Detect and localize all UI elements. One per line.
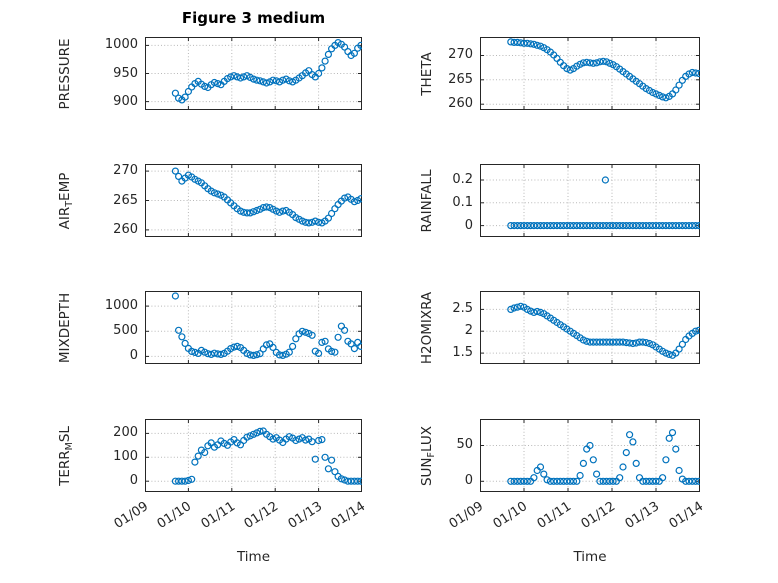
axes-border xyxy=(145,37,362,110)
subplot-terr-msl: 0 100 200 TERRMSL 01/09 01/10 01/11 01/12 01/13 0… xyxy=(57,419,368,532)
ylabel-text: LUX xyxy=(419,425,435,452)
axes-air_temp xyxy=(145,164,362,237)
subplot-air-temp: 260 265 270 AIRTEMP xyxy=(57,163,362,237)
y-tick-label: 265 xyxy=(448,71,473,87)
y-tick-label: 265 xyxy=(113,192,138,208)
subplot-h2omixra: 1.5 2 2.5 H2OMIXRA xyxy=(419,291,700,364)
y-tick-label: 260 xyxy=(448,96,473,112)
y-tick-label: 1.5 xyxy=(452,345,473,361)
ylabel-subscript: M xyxy=(64,441,75,450)
axes-border xyxy=(145,291,362,364)
ylabel-text: THETA xyxy=(419,51,435,96)
ylabel-terr_msl: TERRMSL xyxy=(56,356,75,556)
y-tick-label: 1000 xyxy=(104,298,138,314)
y-tick-label: 0 xyxy=(464,217,473,233)
y-tick-label: 0 xyxy=(464,473,473,489)
axes-border xyxy=(480,37,700,110)
y-tick-label: 270 xyxy=(448,47,473,63)
y-tick-label: 100 xyxy=(113,449,138,465)
axes-border xyxy=(145,164,362,237)
data-markers xyxy=(171,167,362,227)
data-markers xyxy=(507,38,700,102)
ylabel-text: H2OMIXRA xyxy=(419,291,435,364)
data-markers xyxy=(171,292,362,360)
ylabel-subscript: F xyxy=(426,451,437,457)
axes-border xyxy=(480,419,700,492)
y-tick-label: 2.5 xyxy=(452,301,473,317)
data-markers xyxy=(171,38,362,104)
ylabel-text: AIR xyxy=(57,206,73,229)
axes-mixdepth xyxy=(145,291,362,364)
subplot-theta: 260 265 270 THETA xyxy=(419,37,700,111)
axes-h2omixra xyxy=(480,291,700,364)
axes-sun_flux xyxy=(480,419,700,492)
axes-pressure xyxy=(145,37,362,110)
ylabel-text: PRESSURE xyxy=(57,38,73,109)
figure-title: Figure 3 medium xyxy=(181,9,326,27)
ylabel-sun_flux: SUNFLUX xyxy=(418,356,437,556)
data-markers xyxy=(171,427,362,485)
axes-rainfall xyxy=(480,164,700,237)
y-tick-label: 900 xyxy=(113,93,138,109)
subplot-sun-flux: 0 50 SUNFLUX 01/09 01/10 01/11 01/12 01/13 01/14 xyxy=(419,419,706,532)
grid-lines xyxy=(145,37,362,110)
y-tick-label: 200 xyxy=(113,425,138,441)
grid-lines xyxy=(480,37,700,110)
y-tick-label: 1000 xyxy=(104,37,138,53)
ylabel-text: MIXDEPTH xyxy=(57,292,73,363)
tick-marks xyxy=(480,419,700,492)
grid-lines xyxy=(480,419,700,492)
y-tick-label: 0 xyxy=(129,473,138,489)
y-tick-label: 50 xyxy=(456,437,473,453)
subplot-pressure: 900 950 1000 PRESSURE xyxy=(57,37,362,110)
y-tick-label: 260 xyxy=(113,221,138,237)
ylabel-text: SL xyxy=(57,425,73,442)
axes-border xyxy=(480,164,700,237)
y-tick-label: 500 xyxy=(113,323,138,339)
grid-lines xyxy=(145,164,362,237)
grid-lines xyxy=(145,419,362,492)
x-axis-label-left: Time xyxy=(236,549,271,565)
y-tick-label: 2 xyxy=(464,323,473,339)
subplot-rainfall: 0 0.1 0.2 RAINFALL xyxy=(419,164,700,237)
y-tick-label: 0 xyxy=(129,348,138,364)
axes-theta xyxy=(480,37,700,110)
ylabel-text: TERR xyxy=(57,449,73,486)
data-markers xyxy=(507,302,700,359)
ylabel-text: SUN xyxy=(419,456,435,486)
ylabel-text: EMP xyxy=(57,172,73,201)
ylabel-text: RAINFALL xyxy=(419,169,435,232)
subplot-mixdepth: 0 500 1000 MIXDEPTH xyxy=(57,291,362,364)
y-tick-label: 270 xyxy=(113,163,138,179)
axes-terr_msl xyxy=(145,419,362,492)
x-axis-label-right: Time xyxy=(573,549,607,565)
axes-border xyxy=(145,419,362,492)
y-tick-label: 950 xyxy=(113,65,138,81)
data-markers xyxy=(507,429,700,485)
y-tick-label: 0.1 xyxy=(452,194,473,210)
data-markers xyxy=(507,176,700,230)
ylabel-subscript: T xyxy=(64,200,75,207)
y-tick-label: 0.2 xyxy=(452,171,473,187)
